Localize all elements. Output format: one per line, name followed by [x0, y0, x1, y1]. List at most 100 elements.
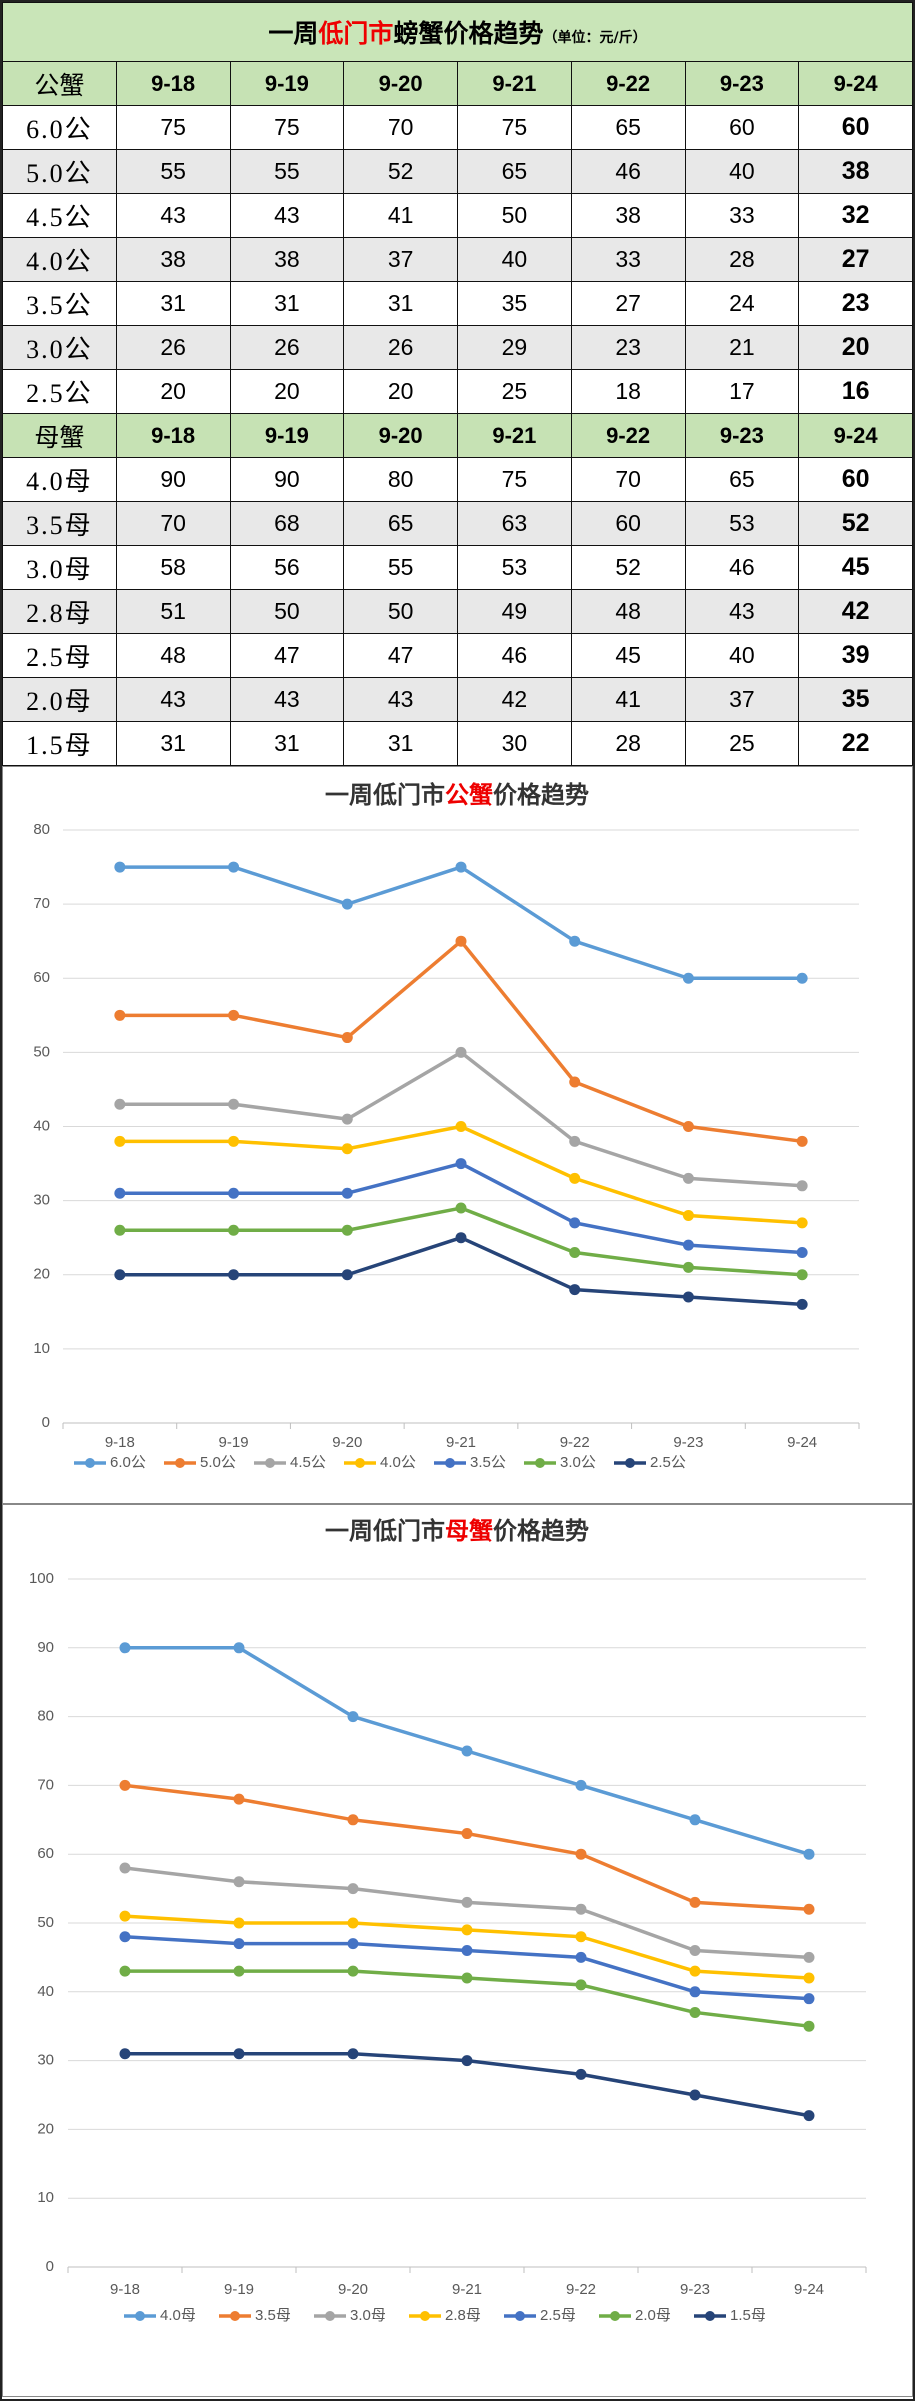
data-row: 2.0母 43 43 43 42 41 37 35 [2, 677, 913, 722]
price-cell: 30 [457, 721, 572, 766]
table-title: 一周低门市螃蟹价格趋势（单位：元/斤） [2, 2, 913, 62]
x-tick-label: 9-21 [452, 2281, 482, 2298]
point [682, 1172, 694, 1184]
legend-marker [85, 1458, 95, 1468]
price-cell: 60 [684, 105, 800, 150]
price-cell: 75 [457, 105, 572, 150]
price-cell: 28 [570, 721, 686, 766]
data-row: 3.0公 26 26 26 29 23 21 20 [2, 325, 913, 370]
legend-label: 2.0母 [635, 2307, 671, 2324]
price-cell: 43 [229, 193, 345, 238]
header-cell: 公蟹 [2, 61, 117, 106]
point [803, 1951, 815, 1963]
y-tick-label: 10 [37, 2189, 54, 2206]
price-cell: 60 [798, 105, 913, 150]
point [228, 1224, 240, 1236]
y-tick-label: 0 [46, 2258, 54, 2275]
point [575, 1903, 587, 1915]
price-cell: 42 [798, 589, 913, 634]
point [347, 2048, 359, 2060]
x-tick-label: 9-20 [338, 2281, 368, 2298]
point [796, 1180, 808, 1192]
price-cell: 70 [115, 501, 231, 546]
point [689, 1814, 701, 1826]
price-cell: 75 [457, 457, 572, 502]
price-cell: 31 [343, 281, 458, 326]
title-part: 一周 [268, 19, 319, 48]
price-cell: 31 [115, 721, 231, 766]
price-cell: 43 [115, 677, 231, 722]
y-tick-label: 100 [29, 1570, 54, 1587]
price-cell: 20 [229, 369, 345, 414]
price-cell: 25 [457, 369, 572, 414]
point [114, 1098, 126, 1110]
point [682, 1121, 694, 1132]
price-cell: 38 [798, 149, 913, 194]
price-cell: 65 [684, 457, 800, 502]
price-cell: 75 [115, 105, 231, 150]
price-cell: 26 [115, 325, 231, 370]
point [796, 1298, 808, 1310]
data-row: 2.5公 20 20 20 25 18 17 16 [2, 369, 913, 414]
price-cell: 46 [570, 149, 686, 194]
data-row: 3.5母 70 68 65 63 60 53 52 [2, 501, 913, 546]
row-label: 5.0公 [2, 149, 117, 194]
price-cell: 46 [684, 545, 800, 590]
title-part: 母蟹 [445, 1516, 493, 1545]
price-cell: 75 [229, 105, 345, 150]
y-tick-label: 20 [37, 2120, 54, 2137]
data-row: 3.5公 31 31 31 35 27 24 23 [2, 281, 913, 326]
legend-marker [135, 2311, 145, 2321]
legend-marker [705, 2311, 715, 2321]
price-cell: 48 [115, 633, 231, 678]
price-cell: 27 [570, 281, 686, 326]
y-tick-label: 80 [37, 1708, 54, 1725]
price-cell: 80 [343, 457, 458, 502]
price-table: 一周低门市螃蟹价格趋势（单位：元/斤） 公蟹 9-18 9-19 9-20 9-21 9-2… [2, 2, 913, 766]
price-cell: 55 [229, 149, 345, 194]
header-cell: 9-24 [798, 61, 913, 106]
point [689, 1965, 701, 1977]
x-tick-label: 9-21 [446, 1434, 476, 1451]
price-cell: 26 [229, 325, 345, 370]
point [233, 1642, 245, 1654]
x-tick-label: 9-20 [332, 1434, 362, 1451]
point [341, 898, 353, 910]
price-cell: 90 [115, 457, 231, 502]
point [347, 1965, 359, 1977]
price-cell: 26 [343, 325, 458, 370]
y-tick-label: 80 [33, 821, 50, 838]
row-label: 3.0公 [2, 325, 117, 370]
point [341, 1143, 353, 1155]
point [461, 1972, 473, 1984]
price-cell: 47 [229, 633, 345, 678]
price-cell: 31 [343, 721, 458, 766]
point [233, 1793, 245, 1805]
point [228, 1098, 240, 1110]
point [228, 1009, 240, 1021]
point [119, 1931, 131, 1943]
point [233, 1917, 245, 1929]
point [228, 1187, 240, 1199]
point [796, 972, 808, 984]
point [569, 1217, 581, 1229]
header-cell: 母蟹 [2, 413, 117, 458]
chart-title: 一周低门市公蟹价格趋势 [325, 780, 589, 809]
x-tick-label: 9-22 [566, 2281, 596, 2298]
price-cell: 38 [570, 193, 686, 238]
header-cell: 9-18 [115, 61, 231, 106]
data-row: 2.5母 48 47 47 46 45 40 39 [2, 633, 913, 678]
point [569, 1135, 581, 1147]
header-cell: 9-20 [343, 61, 458, 106]
price-cell: 52 [798, 501, 913, 546]
row-label: 2.5母 [2, 633, 117, 678]
price-cell: 33 [684, 193, 800, 238]
row-label: 3.0母 [2, 545, 117, 590]
point [228, 1135, 240, 1147]
y-tick-label: 70 [33, 895, 50, 912]
male-chart: 一周低门市公蟹价格趋势 0 10 20 30 40 50 60 70 80 9-18 9-19 9-20… [2, 766, 913, 1504]
legend-marker [445, 1458, 455, 1468]
point [689, 2089, 701, 2101]
price-cell: 50 [229, 589, 345, 634]
point [455, 1158, 467, 1170]
